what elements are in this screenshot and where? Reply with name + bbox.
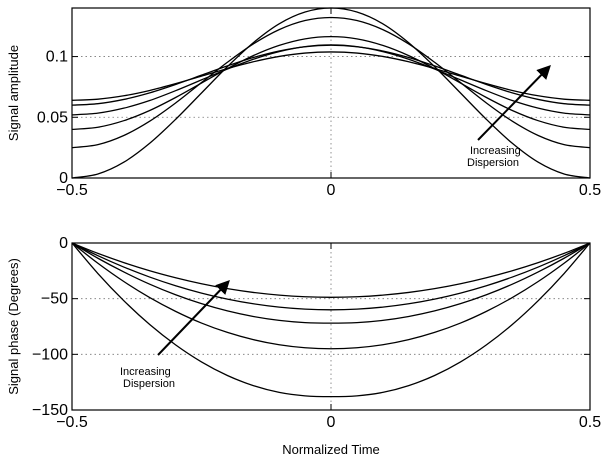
amplitude-ytick-label-2: 0.1 bbox=[46, 49, 68, 66]
amplitude-ylabel: Signal amplitude bbox=[6, 45, 21, 141]
amplitude-arrow bbox=[477, 64, 551, 141]
amplitude-series-line-1 bbox=[71, 16, 591, 149]
phase-series-line-3 bbox=[71, 242, 591, 311]
amplitude-annot-line1: Increasing bbox=[470, 145, 521, 157]
amplitude-ytick-label-0: 0 bbox=[59, 170, 68, 187]
phase-annotation: Increasing Dispersion bbox=[120, 279, 230, 390]
amplitude-series-line-5 bbox=[71, 51, 591, 101]
phase-series-line-2 bbox=[71, 242, 591, 324]
phase-series-line-0 bbox=[71, 242, 591, 398]
phase-ytick-label-1: −50 bbox=[41, 291, 68, 308]
phase-xlabel: Normalized Time bbox=[282, 442, 380, 457]
phase-ytick-label-0: 0 bbox=[59, 235, 68, 252]
phase-xtick-label-0: −0.5 bbox=[56, 414, 88, 431]
amplitude-xtick-label-1: 0 bbox=[327, 182, 336, 199]
phase-xtick-label-2: 0.5 bbox=[579, 414, 601, 431]
phase-series-line-4 bbox=[71, 242, 591, 298]
amplitude-series-line-4 bbox=[71, 44, 591, 106]
phase-annot-line1: Increasing bbox=[120, 366, 171, 378]
amplitude-annotation: Increasing Dispersion bbox=[467, 64, 551, 169]
amplitude-annot-line2: Dispersion bbox=[467, 157, 519, 169]
phase-curves bbox=[71, 242, 591, 398]
amplitude-series-line-2 bbox=[71, 36, 591, 131]
amplitude-ticks: −0.5 0 0.500.050.1 bbox=[37, 8, 601, 199]
phase-ticks: −0.5 0 0.5 0 −50 −100 −150 bbox=[32, 235, 601, 431]
phase-xtick-label-1: 0 bbox=[327, 414, 336, 431]
phase-ytick-label-2: −100 bbox=[32, 346, 68, 363]
amplitude-ytick-label-1: 0.05 bbox=[37, 109, 68, 126]
phase-ytick-label-3: −150 bbox=[32, 402, 68, 419]
phase-panel: −0.5 0 0.5 0 −50 −100 −150 Signal phase (Degre… bbox=[6, 235, 601, 457]
amplitude-xtick-label-0: −0.5 bbox=[56, 182, 88, 199]
phase-series-line-1 bbox=[71, 242, 591, 350]
phase-arrow bbox=[157, 279, 230, 356]
phase-ylabel: Signal phase (Degrees) bbox=[6, 258, 21, 395]
phase-annot-line2: Dispersion bbox=[123, 378, 175, 390]
amplitude-panel: −0.5 0 0.500.050.1 Signal amplitude Increa… bbox=[6, 7, 601, 199]
amplitude-xtick-label-2: 0.5 bbox=[579, 182, 601, 199]
